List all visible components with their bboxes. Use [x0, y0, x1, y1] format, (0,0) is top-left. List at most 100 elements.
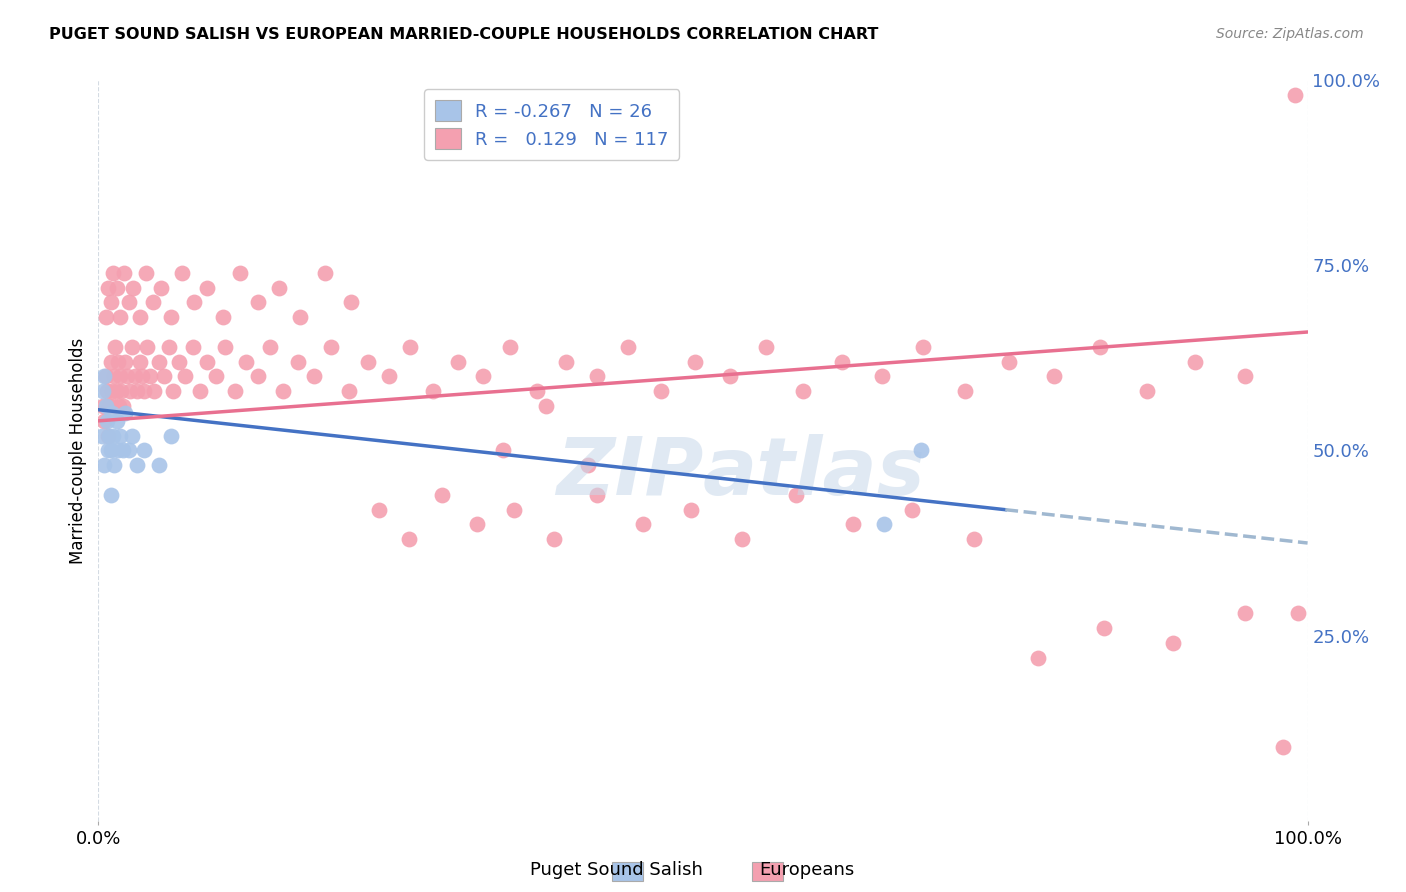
Point: [152, 369, 174, 384]
Text: atlas: atlas: [703, 434, 925, 512]
Point: [131, 369, 153, 384]
Point: [912, 340, 935, 354]
Point: [112, 266, 135, 280]
Point: [148, 354, 170, 368]
Point: [910, 443, 932, 458]
Point: [357, 354, 380, 368]
Point: [1136, 384, 1159, 399]
Point: [111, 399, 134, 413]
Point: [585, 369, 607, 384]
Point: [127, 458, 149, 473]
Point: [290, 310, 312, 325]
Point: [96, 414, 118, 428]
Point: [1163, 636, 1185, 650]
Point: [91, 428, 114, 442]
Point: [526, 384, 548, 399]
Point: [128, 354, 150, 368]
Text: ZIP: ZIP: [555, 434, 703, 512]
Point: [399, 340, 422, 354]
Point: [683, 354, 706, 368]
Point: [273, 384, 295, 399]
Point: [96, 384, 118, 399]
Point: [108, 369, 131, 384]
Point: [1284, 88, 1306, 103]
Point: [368, 502, 391, 516]
Point: [105, 384, 128, 399]
Text: PUGET SOUND SALISH VS EUROPEAN MARRIED-COUPLE HOUSEHOLDS CORRELATION CHART: PUGET SOUND SALISH VS EUROPEAN MARRIED-C…: [49, 27, 879, 42]
Point: [1272, 739, 1295, 754]
Point: [124, 369, 146, 384]
Point: [111, 443, 134, 458]
Point: [169, 354, 191, 368]
Point: [98, 428, 121, 442]
Point: [792, 384, 814, 399]
Point: [188, 384, 211, 399]
Point: [492, 443, 515, 458]
Point: [103, 369, 125, 384]
Point: [302, 369, 325, 384]
Point: [229, 266, 252, 280]
Point: [97, 428, 120, 442]
Point: [259, 340, 281, 354]
Point: [576, 458, 599, 473]
Point: [181, 340, 204, 354]
Point: [118, 295, 141, 310]
Point: [955, 384, 977, 399]
Point: [446, 354, 468, 368]
Point: [212, 310, 235, 325]
Point: [204, 369, 226, 384]
Point: [585, 488, 607, 502]
Point: [337, 384, 360, 399]
Point: [314, 266, 336, 280]
Point: [100, 407, 122, 421]
Point: [100, 443, 122, 458]
Point: [183, 295, 205, 310]
Legend: R = -0.267   N = 26, R =   0.129   N = 117: R = -0.267 N = 26, R = 0.129 N = 117: [425, 89, 679, 160]
Text: Source: ZipAtlas.com: Source: ZipAtlas.com: [1216, 27, 1364, 41]
Point: [134, 443, 156, 458]
Point: [1026, 650, 1049, 665]
Point: [121, 428, 143, 442]
Point: [122, 280, 145, 294]
Point: [105, 280, 128, 294]
Point: [91, 384, 114, 399]
Point: [94, 310, 117, 325]
Point: [963, 533, 986, 547]
Point: [101, 266, 124, 280]
Point: [128, 310, 150, 325]
Point: [631, 517, 654, 532]
Point: [160, 310, 183, 325]
Point: [148, 458, 170, 473]
Point: [100, 354, 122, 368]
Point: [340, 295, 363, 310]
Point: [93, 458, 115, 473]
Point: [617, 340, 640, 354]
Point: [91, 399, 114, 413]
Point: [224, 384, 246, 399]
Point: [555, 354, 578, 368]
Point: [118, 384, 141, 399]
Point: [498, 340, 520, 354]
Point: [718, 369, 741, 384]
Point: [870, 369, 893, 384]
Point: [1042, 369, 1064, 384]
Point: [319, 340, 342, 354]
Point: [107, 443, 129, 458]
Point: [247, 369, 270, 384]
Point: [101, 399, 124, 413]
Point: [901, 502, 924, 516]
Point: [214, 340, 236, 354]
Point: [465, 517, 488, 532]
Point: [1088, 340, 1111, 354]
Point: [157, 340, 180, 354]
Point: [100, 488, 122, 502]
Point: [139, 369, 162, 384]
Point: [98, 399, 121, 413]
Point: [127, 384, 149, 399]
Point: [377, 369, 399, 384]
Point: [114, 407, 136, 421]
Point: [247, 295, 270, 310]
Point: [105, 414, 128, 428]
Text: Puget Sound Salish: Puget Sound Salish: [530, 861, 703, 879]
Point: [108, 310, 131, 325]
